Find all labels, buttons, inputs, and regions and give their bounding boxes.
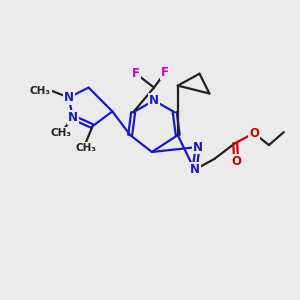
Text: O: O bbox=[249, 127, 259, 140]
Text: CH₃: CH₃ bbox=[75, 143, 96, 153]
Text: N: N bbox=[190, 163, 200, 176]
Text: CH₃: CH₃ bbox=[50, 128, 71, 138]
Text: N: N bbox=[68, 111, 78, 124]
Text: F: F bbox=[161, 66, 169, 79]
Text: F: F bbox=[132, 67, 140, 80]
Text: N: N bbox=[193, 140, 202, 154]
Text: N: N bbox=[149, 94, 159, 107]
Text: CH₃: CH₃ bbox=[30, 85, 51, 96]
Text: O: O bbox=[231, 155, 241, 168]
Text: N: N bbox=[64, 91, 74, 104]
